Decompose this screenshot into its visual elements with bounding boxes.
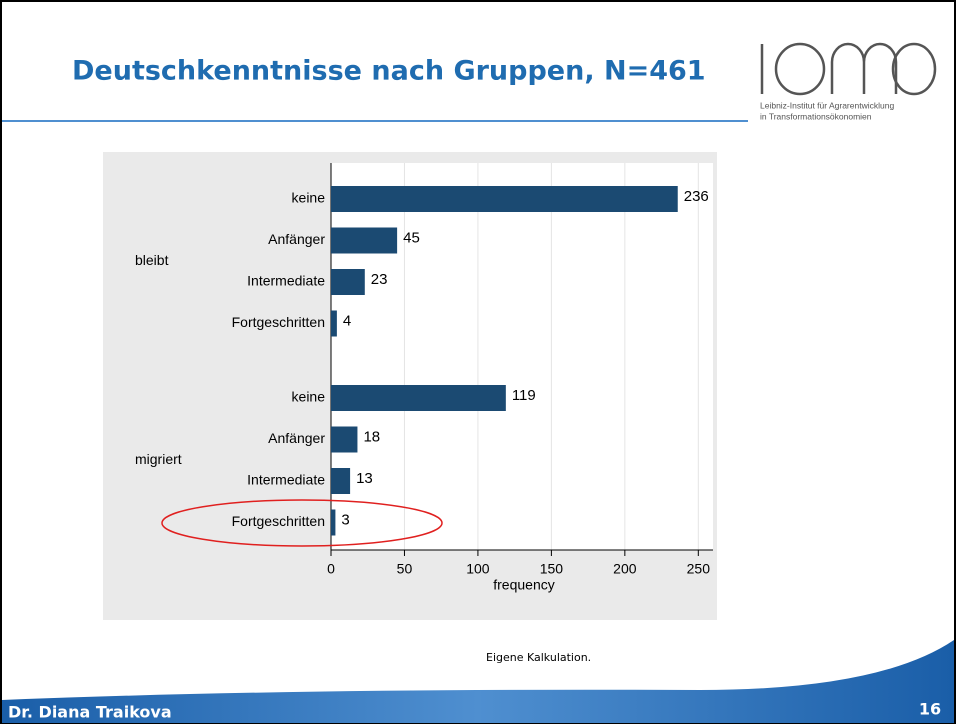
bar [331, 385, 506, 411]
slide-title: Deutschkenntnisse nach Gruppen, N=461 [72, 56, 706, 87]
x-tick-label: 250 [687, 561, 711, 577]
y-tick-label: Intermediate [247, 472, 325, 488]
bar [331, 227, 398, 254]
bar [331, 509, 336, 536]
footer-band [2, 640, 954, 723]
y-tick-label: keine [292, 389, 326, 405]
logo-text: Leibniz-Institut für Agrarentwicklung [760, 100, 894, 110]
value-label: 13 [356, 470, 373, 487]
plot-area [331, 163, 713, 550]
bar [331, 269, 365, 295]
bar [331, 186, 678, 212]
bar [331, 426, 358, 453]
logo-text: in Transformationsökonomien [760, 111, 872, 121]
y-tick-label: Intermediate [247, 273, 325, 289]
footer-author: Dr. Diana Traikova [8, 703, 172, 722]
chart: 0 50 100 150 200 250 frequency bleibt keine 236 An… [135, 163, 713, 593]
highlight-ellipse [161, 499, 443, 547]
x-axis-label: frequency [493, 577, 554, 593]
source-note: Eigene Kalkulation. [486, 651, 591, 664]
y-tick-label: Anfänger [268, 430, 325, 446]
y-tick-label: Fortgeschritten [232, 513, 325, 529]
x-tick-label: 150 [540, 561, 564, 577]
x-tick-label: 100 [466, 561, 490, 577]
group-label: migriert [135, 451, 182, 467]
page-number: 16 [919, 700, 941, 719]
value-label: 4 [343, 312, 351, 329]
group-label: bleibt [135, 252, 169, 268]
value-label: 45 [403, 229, 420, 246]
bar [331, 468, 351, 494]
x-tick-label: 0 [327, 561, 335, 577]
x-tick-label: 50 [397, 561, 413, 577]
value-label: 3 [341, 511, 349, 528]
value-label: 236 [684, 188, 709, 205]
y-tick-label: keine [292, 190, 326, 206]
logo [760, 42, 937, 96]
y-tick-label: Anfänger [268, 231, 325, 247]
value-label: 119 [512, 387, 536, 404]
x-tick-label: 200 [613, 561, 637, 577]
value-label: 23 [371, 271, 388, 288]
bar [331, 310, 337, 337]
y-tick-label: Fortgeschritten [232, 314, 325, 330]
value-label: 18 [363, 428, 380, 445]
